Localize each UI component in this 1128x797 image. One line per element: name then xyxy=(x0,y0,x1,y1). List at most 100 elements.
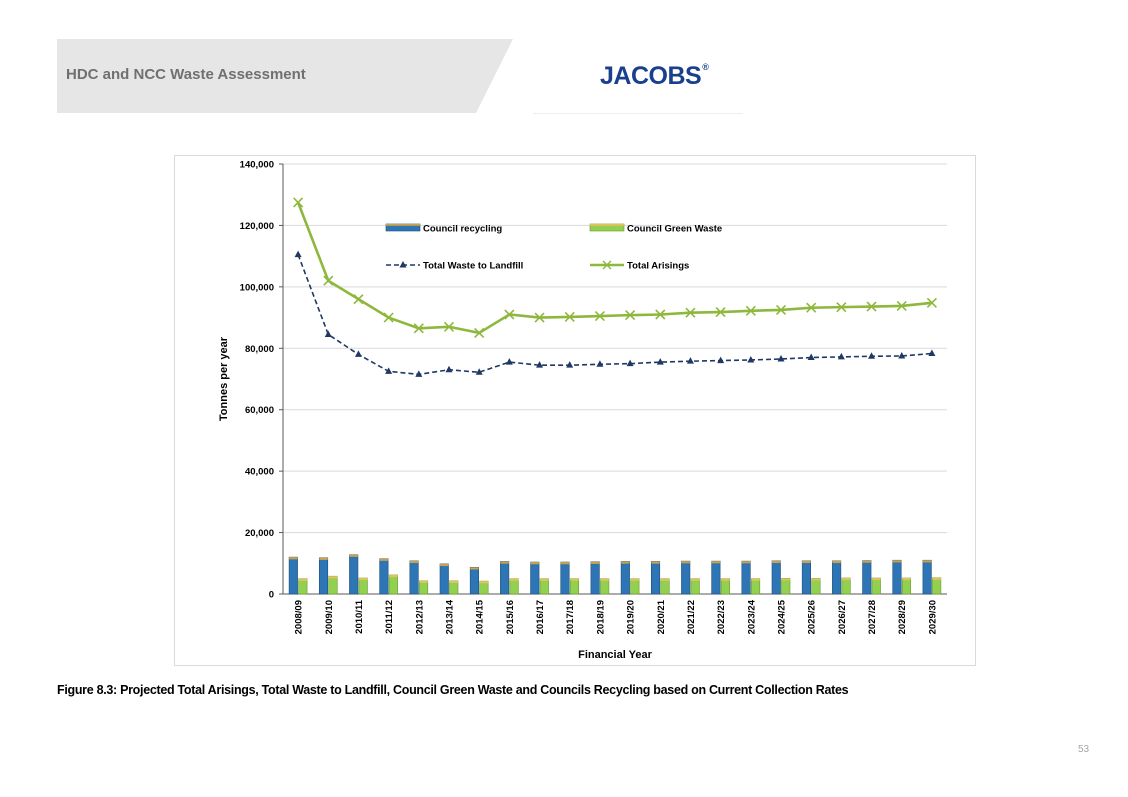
council-recycling-bar-cap xyxy=(681,561,690,564)
council-green-waste-bar xyxy=(720,578,730,595)
council-recycling-bar-cap xyxy=(590,561,600,564)
page-number: 53 xyxy=(1078,744,1090,755)
header-band-shape xyxy=(57,39,513,113)
council-green-waste-bar xyxy=(298,578,308,595)
x-tick-label: 2025/26 xyxy=(807,600,818,634)
legend-entry: Total Waste to Landfill xyxy=(386,261,523,272)
total-arisings-point-stroke xyxy=(685,307,696,318)
total-arisings-point xyxy=(775,304,787,315)
council-green-waste-bar xyxy=(932,577,942,595)
council-recycling-bar xyxy=(741,560,751,595)
total-waste-to-landfill-point xyxy=(717,356,725,364)
total-arisings-point-stroke xyxy=(353,294,364,305)
council-recycling-bar xyxy=(530,561,540,595)
total-arisings-point-stroke xyxy=(625,310,636,321)
y-tick-label: 80,000 xyxy=(245,344,274,355)
total-arisings-point-stroke xyxy=(383,312,394,323)
council-recycling-bar xyxy=(288,556,298,595)
council-recycling-bar xyxy=(409,560,419,595)
total-waste-to-landfill-point xyxy=(656,358,664,365)
council-green-waste-bar xyxy=(901,577,912,595)
total-arisings-point-stroke xyxy=(896,300,907,311)
council-green-waste-bar xyxy=(479,580,489,595)
total-waste-to-landfill-point xyxy=(747,355,755,363)
council-recycling-bar-cap xyxy=(440,563,449,567)
total-waste-to-landfill-point xyxy=(566,361,574,368)
council-recycling-bar-cap xyxy=(802,560,811,564)
total-arisings-point xyxy=(745,305,756,316)
council-green-waste-bar-cap xyxy=(721,578,730,581)
total-arisings-point xyxy=(806,302,817,313)
total-arisings-point xyxy=(323,275,334,286)
council-recycling-bar xyxy=(379,558,389,595)
total-arisings-point-stroke xyxy=(504,309,515,320)
council-recycling-bar-cap xyxy=(500,561,509,564)
total-arisings-point-stroke xyxy=(806,302,817,313)
x-axis-title: Financial Year xyxy=(578,649,653,661)
total-arisings-point xyxy=(383,312,394,323)
waste-chart: 0 20,000 40,000 60,000 80,000 100,000 120,000 1… xyxy=(218,160,947,661)
total-waste-to-landfill-point xyxy=(324,330,332,337)
total-arisings-point-stroke xyxy=(474,327,485,338)
council-recycling-bar xyxy=(862,560,872,595)
total-waste-to-landfill-point xyxy=(415,370,423,377)
total-arisings-point xyxy=(866,301,877,312)
council-recycling-bar xyxy=(892,559,902,595)
x-tick-label: 2019/20 xyxy=(626,600,637,634)
total-arisings-point-stroke xyxy=(775,304,787,315)
council-recycling-bar-cap xyxy=(862,560,872,563)
jacobs-logo: JACOBS® xyxy=(600,62,709,91)
council-recycling-bar xyxy=(469,566,479,595)
council-green-waste-bar-cap xyxy=(781,578,790,581)
total-waste-to-landfill-point xyxy=(475,368,483,375)
total-arisings-point-stroke xyxy=(715,306,726,318)
council-recycling-bar-cap xyxy=(922,560,932,563)
y-tick-label: 60,000 xyxy=(245,405,274,416)
total-arisings-point xyxy=(353,294,364,305)
total-arisings-point-stroke xyxy=(443,321,455,332)
total-waste-to-landfill-point xyxy=(505,358,513,365)
council-recycling-bar-cap xyxy=(289,557,298,560)
council-green-waste-bar-cap xyxy=(449,580,458,583)
total-waste-to-landfill-point xyxy=(385,367,393,374)
total-arisings-point xyxy=(504,309,515,320)
council-recycling-bar xyxy=(922,559,932,595)
x-tick-label: 2013/14 xyxy=(445,599,456,634)
council-recycling-bar xyxy=(590,561,600,595)
council-green-waste-bar xyxy=(751,578,761,595)
council-green-waste-bar xyxy=(630,578,640,595)
total-arisings-point-stroke xyxy=(413,323,424,334)
council-green-waste-bar-cap xyxy=(811,578,821,581)
total-arisings-point-stroke xyxy=(926,297,937,308)
total-waste-to-landfill-point xyxy=(837,352,845,360)
y-tick-label: 0 xyxy=(269,590,274,601)
x-tick-label: 2027/28 xyxy=(867,600,878,634)
total-waste-to-landfill-point xyxy=(868,352,876,359)
x-tick-label: 2020/21 xyxy=(656,599,667,634)
total-arisings-point xyxy=(896,300,907,311)
x-tick-label: 2029/30 xyxy=(927,600,938,634)
council-green-waste-bar-cap xyxy=(389,574,398,578)
council-green-waste-bar-cap xyxy=(479,581,489,584)
total-arisings-point xyxy=(534,312,545,323)
total-arisings-point xyxy=(474,327,485,338)
council-recycling-bar xyxy=(620,561,630,595)
council-green-waste-bar-cap xyxy=(509,578,519,581)
council-recycling-bar xyxy=(500,561,510,595)
council-green-waste-bar-cap xyxy=(298,578,308,581)
council-recycling-bar xyxy=(349,554,359,595)
total-arisings-point-stroke xyxy=(323,275,334,286)
logo-text: JACOBS xyxy=(600,62,702,90)
council-recycling-bar xyxy=(681,560,691,595)
council-green-waste-bar-cap xyxy=(751,578,760,581)
x-tick-label: 2008/09 xyxy=(294,600,305,634)
council-recycling-bar xyxy=(801,560,811,595)
total-waste-to-landfill-point xyxy=(626,359,634,367)
council-recycling-bar xyxy=(711,560,721,595)
council-recycling-bar-cap xyxy=(319,557,328,560)
council-green-waste-bar-cap xyxy=(660,578,670,581)
council-green-waste-bar-cap xyxy=(690,578,700,581)
total-arisings-point-stroke xyxy=(836,302,847,313)
page-title: HDC and NCC Waste Assessment xyxy=(66,66,306,83)
council-green-waste-bar-cap xyxy=(932,577,941,580)
